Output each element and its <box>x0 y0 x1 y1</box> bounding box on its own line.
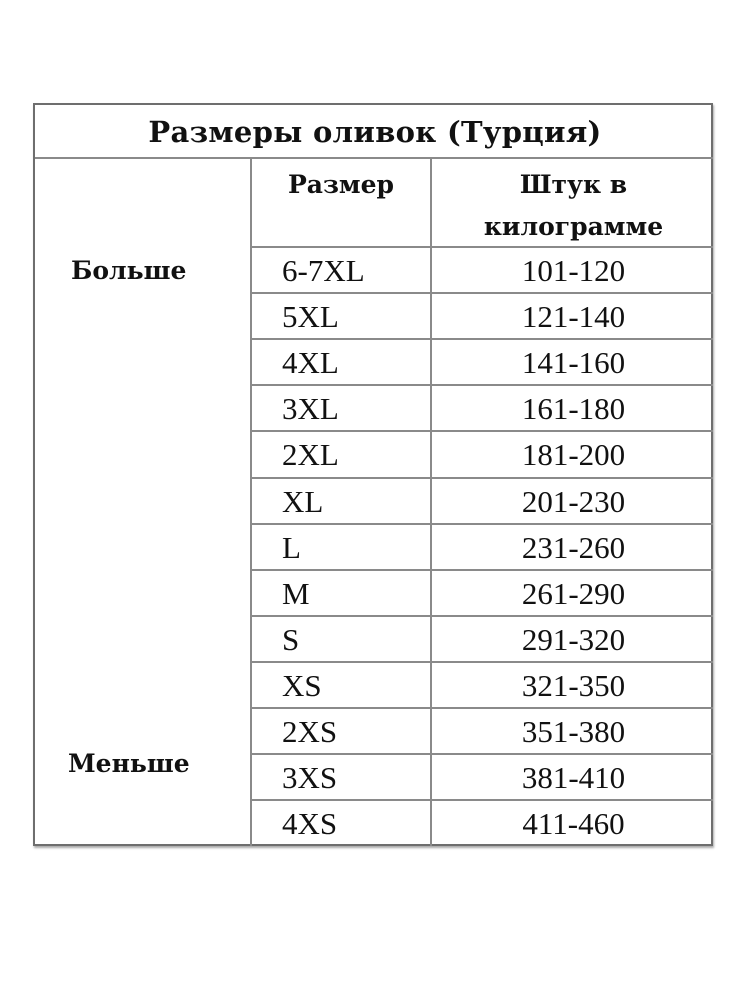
size-cell: 5XL <box>282 299 339 335</box>
label-bigger: Больше <box>71 256 187 285</box>
size-cell: 4XS <box>282 806 338 842</box>
row-divider <box>250 522 713 525</box>
count-cell: 201-230 <box>521 483 626 519</box>
count-cell: 121-140 <box>521 299 626 335</box>
olive-size-table: Размеры оливок (Турция) Размер Штук в ки… <box>33 103 713 846</box>
row-divider <box>250 568 713 571</box>
row-divider <box>250 614 713 617</box>
row-divider <box>250 476 713 479</box>
size-cell: 4XL <box>282 345 339 381</box>
column-divider <box>250 157 252 846</box>
size-cell: 3XS <box>282 760 338 796</box>
row-divider <box>250 292 713 295</box>
count-cell: 381-410 <box>521 760 626 796</box>
row-divider <box>250 799 713 802</box>
row-divider <box>250 384 713 387</box>
count-cell: 141-160 <box>521 345 626 381</box>
title-divider <box>35 157 713 159</box>
size-cell: 3XL <box>282 391 339 427</box>
size-cell: 6-7XL <box>282 253 365 288</box>
count-cell: 351-380 <box>521 714 626 749</box>
count-cell: 181-200 <box>521 437 626 473</box>
row-divider <box>250 430 713 433</box>
size-cell: 2XL <box>282 437 339 473</box>
row-divider <box>250 753 713 756</box>
header-per-kg-line2: килограмме <box>483 212 664 241</box>
size-cell: XS <box>282 667 322 703</box>
row-divider <box>250 338 713 341</box>
count-cell: 231-260 <box>521 529 626 565</box>
row-divider <box>250 660 713 663</box>
count-cell: 291-320 <box>521 621 626 657</box>
count-cell: 321-350 <box>521 667 626 703</box>
count-cell: 411-460 <box>522 806 625 842</box>
column-divider <box>430 157 432 846</box>
row-divider <box>250 707 713 709</box>
count-cell: 261-290 <box>521 575 626 611</box>
label-smaller: Меньше <box>68 749 190 778</box>
row-divider <box>250 246 713 248</box>
count-cell: 161-180 <box>521 391 626 427</box>
size-cell: S <box>282 621 300 657</box>
table-title: Размеры оливок (Турция) <box>148 115 602 149</box>
size-cell: 2XS <box>282 714 338 749</box>
size-cell: L <box>282 529 301 565</box>
header-per-kg-line1: Штук в <box>519 170 628 199</box>
size-cell: M <box>282 575 310 611</box>
count-cell: 101-120 <box>521 253 626 288</box>
header-size: Размер <box>287 170 395 199</box>
size-cell: XL <box>282 483 324 519</box>
